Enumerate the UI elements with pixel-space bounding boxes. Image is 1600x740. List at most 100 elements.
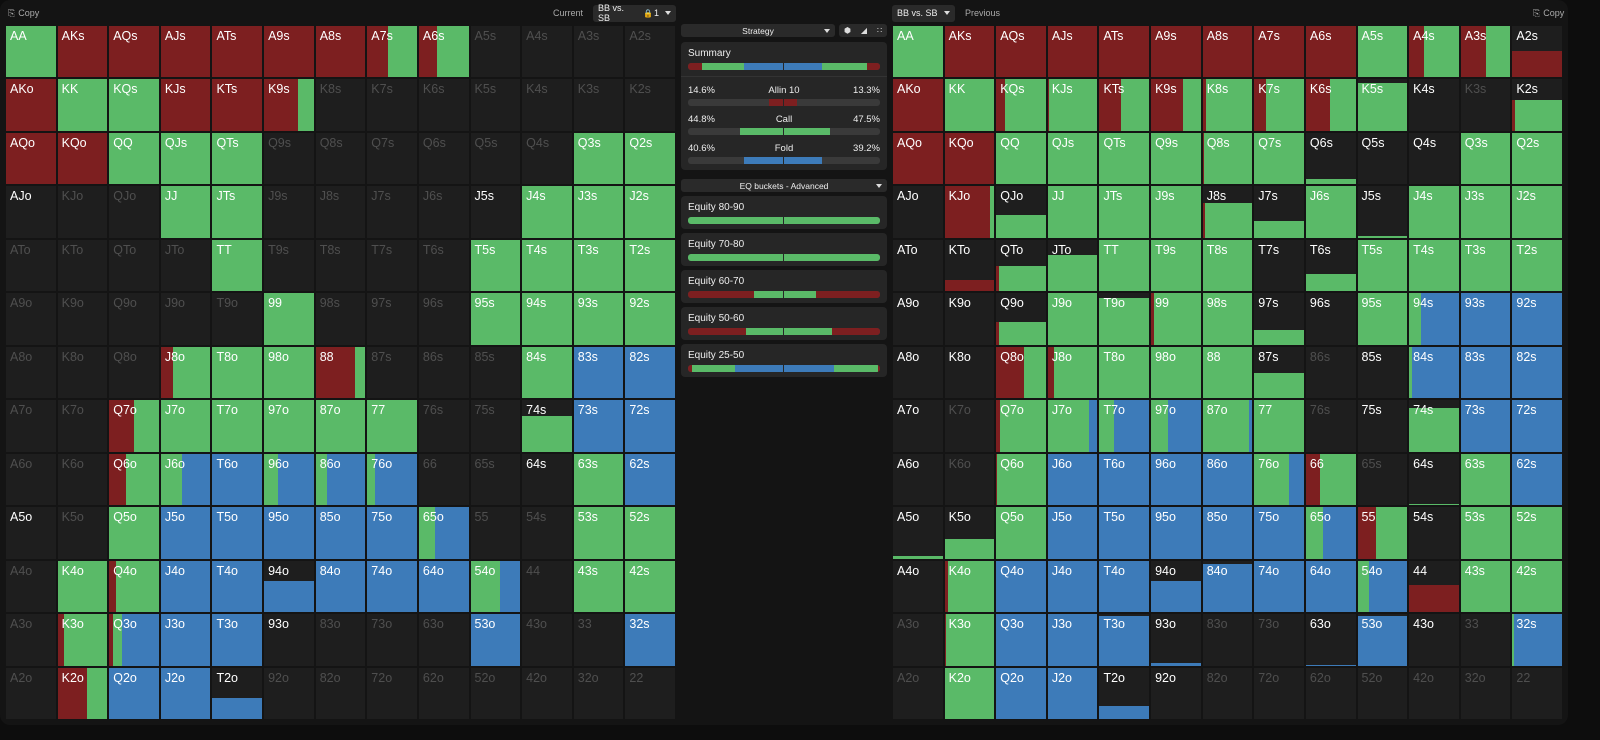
hand-cell[interactable]: Q3s <box>572 131 625 186</box>
hand-cell[interactable]: 65s <box>469 452 522 507</box>
hand-cell[interactable]: 72o <box>1253 666 1305 720</box>
hand-cell[interactable]: T7s <box>366 238 418 293</box>
hand-cell[interactable]: 53o <box>1356 613 1409 667</box>
hand-cell[interactable]: 43s <box>572 559 625 614</box>
strategy-dropdown[interactable]: Strategy <box>681 24 835 37</box>
hand-cell[interactable]: Q3s <box>1459 131 1512 186</box>
hand-cell[interactable]: 74o <box>366 559 418 614</box>
hand-cell[interactable]: A6o <box>5 452 57 507</box>
hand-cell[interactable]: A3s <box>1459 25 1512 79</box>
hand-cell[interactable]: 76s <box>1304 399 1357 453</box>
hand-cell[interactable]: 53o <box>469 613 522 667</box>
hand-cell[interactable]: 77 <box>366 399 418 453</box>
hand-cell[interactable]: KTo <box>56 238 109 293</box>
hand-cell[interactable]: 66 <box>417 452 470 507</box>
hand-cell[interactable]: 94o <box>263 559 315 614</box>
hand-cell[interactable]: K7s <box>1253 78 1305 132</box>
hand-cell[interactable]: A6o <box>892 452 944 507</box>
hand-cell[interactable]: 54s <box>1408 506 1460 560</box>
hand-cell[interactable]: 73o <box>366 613 418 667</box>
hand-cell[interactable]: A9o <box>5 292 57 346</box>
hand-cell[interactable]: Q2s <box>624 131 676 186</box>
hand-cell[interactable]: T9o <box>1098 292 1151 346</box>
hand-cell[interactable]: J9s <box>263 185 315 239</box>
hand-cell[interactable]: K6s <box>417 78 470 132</box>
hand-cell[interactable]: Q6s <box>417 131 470 186</box>
hand-cell[interactable]: A4o <box>892 559 944 614</box>
hand-cell[interactable]: 94o <box>1150 559 1202 614</box>
hand-cell[interactable]: K7s <box>366 78 418 132</box>
hand-cell[interactable]: KJo <box>943 185 996 239</box>
hand-cell[interactable]: 98o <box>1150 345 1202 400</box>
hand-cell[interactable]: J7o <box>159 399 212 453</box>
hand-cell[interactable]: T7s <box>1253 238 1305 293</box>
hand-cell[interactable]: Q2o <box>995 666 1047 720</box>
hand-cell[interactable]: AKs <box>943 25 996 79</box>
hand-cell[interactable]: 98s <box>1201 292 1254 346</box>
hand-cell[interactable]: 87o <box>314 399 367 453</box>
hand-cell[interactable]: 73s <box>572 399 625 453</box>
copy-button-right[interactable]: ⎘ Copy <box>1533 4 1564 22</box>
hand-cell[interactable]: 42o <box>521 666 573 720</box>
hand-cell[interactable]: 97o <box>1150 399 1202 453</box>
hand-cell[interactable]: AJs <box>159 25 212 79</box>
hand-cell[interactable]: 88 <box>314 345 367 400</box>
hand-cell[interactable]: 42o <box>1408 666 1460 720</box>
hand-cell[interactable]: J5s <box>469 185 522 239</box>
hand-cell[interactable]: Q9s <box>1150 131 1202 186</box>
hand-cell[interactable]: A7s <box>1253 25 1305 79</box>
hand-cell[interactable]: 98o <box>263 345 315 400</box>
hand-cell[interactable]: A7o <box>5 399 57 453</box>
hand-cell[interactable]: 84o <box>314 559 367 614</box>
hand-cell[interactable]: 92s <box>1511 292 1563 346</box>
hand-cell[interactable]: J6o <box>1046 452 1099 507</box>
hand-cell[interactable]: T4s <box>1408 238 1460 293</box>
hand-cell[interactable]: T8o <box>211 345 264 400</box>
hand-cell[interactable]: JTs <box>211 185 264 239</box>
hand-cell[interactable]: J9o <box>159 292 212 346</box>
hand-cell[interactable]: K2s <box>1511 78 1563 132</box>
hand-cell[interactable]: KK <box>943 78 996 132</box>
hand-cell[interactable]: T5s <box>1356 238 1409 293</box>
hand-cell[interactable]: Q8o <box>995 345 1047 400</box>
hand-cell[interactable]: 87s <box>366 345 418 400</box>
hand-cell[interactable]: A5o <box>5 506 57 560</box>
hand-cell[interactable]: 64s <box>1408 452 1460 507</box>
hand-cell[interactable]: A2o <box>5 666 57 720</box>
hand-cell[interactable]: T3o <box>1098 613 1151 667</box>
hand-cell[interactable]: ATs <box>211 25 264 79</box>
hand-cell[interactable]: Q6o <box>108 452 160 507</box>
hand-cell[interactable]: Q5s <box>1356 131 1409 186</box>
hand-cell[interactable]: 44 <box>521 559 573 614</box>
hand-cell[interactable]: 92o <box>1150 666 1202 720</box>
hand-cell[interactable]: Q6s <box>1304 131 1357 186</box>
hand-cell[interactable]: J3o <box>159 613 212 667</box>
hand-cell[interactable]: T3s <box>1459 238 1512 293</box>
hand-cell[interactable]: AJo <box>5 185 57 239</box>
hand-cell[interactable]: T7o <box>1098 399 1151 453</box>
hand-cell[interactable]: 65o <box>417 506 470 560</box>
hand-cell[interactable]: 82o <box>1201 666 1254 720</box>
hand-cell[interactable]: J3o <box>1046 613 1099 667</box>
hand-cell[interactable]: Q7s <box>366 131 418 186</box>
hand-cell[interactable]: J7o <box>1046 399 1099 453</box>
hand-cell[interactable]: 75o <box>1253 506 1305 560</box>
hand-cell[interactable]: 64o <box>1304 559 1357 614</box>
hand-cell[interactable]: K4o <box>943 559 996 614</box>
hand-cell[interactable]: 85o <box>314 506 367 560</box>
hand-cell[interactable]: J2o <box>1046 666 1099 720</box>
hand-cell[interactable]: 86o <box>1201 452 1254 507</box>
hand-cell[interactable]: K5o <box>56 506 109 560</box>
hand-cell[interactable]: 72s <box>1511 399 1563 453</box>
hand-cell[interactable]: 63o <box>1304 613 1357 667</box>
hand-cell[interactable]: 97o <box>263 399 315 453</box>
hand-cell[interactable]: 93o <box>1150 613 1202 667</box>
hand-cell[interactable]: J2s <box>1511 185 1563 239</box>
hand-cell[interactable]: K2s <box>624 78 676 132</box>
hand-cell[interactable]: Q7o <box>995 399 1047 453</box>
hand-cell[interactable]: K6o <box>943 452 996 507</box>
eq-buckets-dropdown[interactable]: EQ buckets - Advanced <box>681 179 887 192</box>
hand-cell[interactable]: K3o <box>943 613 996 667</box>
hand-cell[interactable]: 42s <box>1511 559 1563 614</box>
hand-cell[interactable]: T2o <box>211 666 264 720</box>
